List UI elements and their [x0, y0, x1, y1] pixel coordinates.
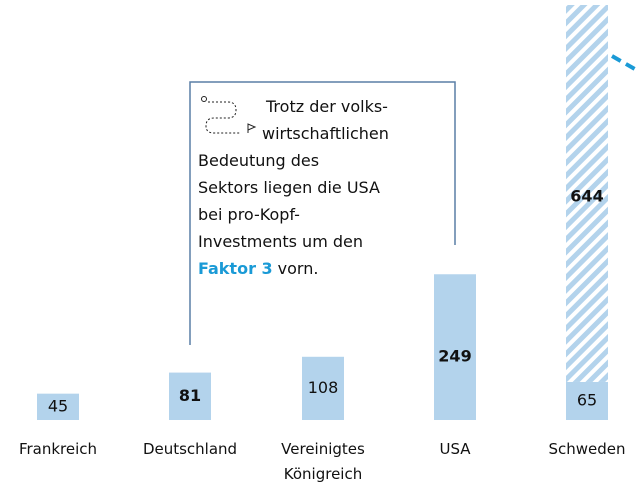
bar — [302, 356, 344, 420]
route-icon — [201, 96, 257, 134]
annotation-line: Investments um den — [198, 232, 363, 251]
annotation-line: Trotz der volks- — [265, 97, 388, 116]
x-tick-label: Deutschland — [142, 440, 238, 458]
value-label: 644 — [570, 187, 603, 206]
bar — [566, 381, 608, 420]
annotation-tail: vorn. — [278, 259, 319, 278]
annotation-line: wirtschaftlichen — [262, 124, 389, 143]
x-tick-label: USA — [439, 440, 471, 458]
annotation-line: Sektors liegen die USA — [198, 178, 380, 197]
x-tick-label: Vereinigtes Königreich — [281, 440, 365, 483]
bar — [434, 274, 476, 420]
bar — [566, 5, 608, 382]
value-label: 45 — [48, 396, 68, 415]
value-label: 108 — [308, 378, 339, 397]
bar — [37, 393, 79, 420]
value-label: 81 — [179, 386, 201, 405]
annotation-frame — [189, 81, 456, 345]
value-label: 249 — [438, 347, 471, 366]
annotation-text: Trotz der volks-wirtschaftlichen Bedeutun… — [198, 97, 389, 278]
decor-line — [611, 54, 638, 74]
bar — [169, 372, 211, 420]
annotation-highlight: Faktor 3 — [198, 259, 273, 278]
annotation-line: bei pro-Kopf- — [198, 205, 300, 224]
value-label: 65 — [577, 390, 597, 409]
x-tick-label: Frankreich — [18, 440, 98, 458]
annotation-line: Bedeutung des — [198, 151, 319, 170]
x-tick-label: Schweden — [548, 440, 626, 458]
